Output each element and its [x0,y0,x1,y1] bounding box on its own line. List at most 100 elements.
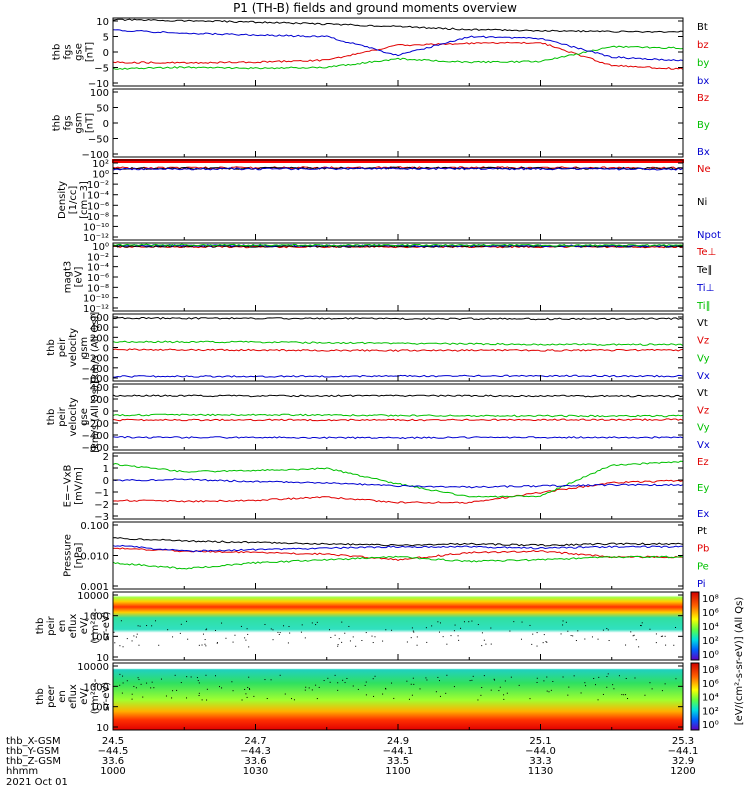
x-row-value: 1000 [100,766,125,777]
noise-dot [608,640,610,642]
noise-dot [391,682,393,684]
noise-dot [640,625,642,627]
noise-dot [503,694,505,696]
figure-title: P1 (TH-B) fields and ground moments over… [233,1,517,15]
noise-dot [365,632,367,634]
noise-dot [472,675,474,677]
noise-dot [246,628,248,630]
noise-dot [477,624,479,626]
noise-dot [131,698,133,700]
noise-dot [673,644,675,646]
colorbar [690,591,700,661]
noise-dot [499,686,501,688]
y-tick-label: −1 [94,488,109,499]
noise-dot [197,680,199,682]
legend-Vt: Vt [697,318,708,329]
noise-dot [385,629,387,631]
series-Vt [112,394,684,398]
noise-dot [612,684,614,686]
noise-dot [186,620,188,622]
noise-dot [545,641,547,643]
noise-dot [371,635,373,637]
legend-Ey: Ey [697,483,709,494]
noise-dot [664,683,666,685]
noise-dot [215,629,217,631]
noise-dot [649,682,651,684]
noise-dot [597,699,599,701]
y-label-line: [mV/m] [74,467,85,505]
noise-dot [361,640,363,642]
x-row-value: 25.1 [529,736,551,747]
y-tick-label: −2 [94,500,109,511]
noise-dot [469,680,471,682]
noise-dot [536,645,538,647]
y-tick-label: −200 [82,419,109,430]
noise-dot [382,693,384,695]
noise-dot [201,644,203,646]
noise-dot [272,639,274,641]
y-tick-label: 10⁻¹⁰ [83,294,109,305]
y-tick-label: 400 [90,383,109,394]
noise-dot [165,695,167,697]
legend-Pi: Pi [697,579,706,590]
noise-dot [150,687,152,689]
series-bz [112,41,684,70]
y-tick-label: −50 [88,135,109,146]
noise-dot [289,632,291,634]
legend-Ez: Ez [697,457,709,468]
noise-dot [198,692,200,694]
noise-dot [323,680,325,682]
noise-dot [131,693,133,695]
noise-dot [446,674,448,676]
noise-dot [634,677,636,679]
noise-dot [426,641,428,643]
noise-dot [481,645,483,647]
legend-Te⊥: Te⊥ [696,247,716,258]
noise-dot [408,698,410,700]
noise-dot [221,687,223,689]
noise-dot [246,696,248,698]
noise-dot [137,625,139,627]
noise-dot [270,679,272,681]
noise-dot [174,674,176,676]
noise-dot [503,698,505,700]
y-label-line: [km/s (All Qs)] [90,381,101,453]
noise-dot [498,690,500,692]
noise-dot [543,634,545,636]
noise-dot [151,681,153,683]
x-row-value: 1100 [385,766,410,777]
colorbar-tick-label: 10⁸ [702,594,719,605]
y-label-line: fgs [63,115,74,130]
y-tick-label: −400 [82,364,109,375]
series-bx [112,29,684,62]
noise-dot [341,621,343,623]
noise-dot [316,621,318,623]
legend-Ex: Ex [697,509,709,520]
y-label-line: thb [52,115,63,132]
noise-dot [439,622,441,624]
noise-dot [468,621,470,623]
series-Pi [112,544,683,553]
noise-dot [635,639,637,641]
noise-dot [365,681,367,683]
noise-dot [186,697,188,699]
y-label-line: eV/ [79,617,90,634]
x-row-value: 24.5 [102,736,124,747]
colorbar-tick-label: 10² [702,706,719,717]
noise-dot [567,694,569,696]
panel-frame [112,159,684,241]
noise-dot [562,676,564,678]
series-Ti∥ [112,243,684,247]
noise-dot [344,632,346,634]
series-Pt [112,537,684,547]
noise-dot [131,640,133,642]
noise-dot [215,675,217,677]
x-row-label: thb_Z-GSM [6,756,61,767]
y-label-line: gse [79,408,90,426]
y-label-line: en [57,690,68,703]
noise-dot [560,633,562,635]
y-label-line: peir [57,337,68,357]
noise-dot [419,688,421,690]
noise-dot [529,698,531,700]
